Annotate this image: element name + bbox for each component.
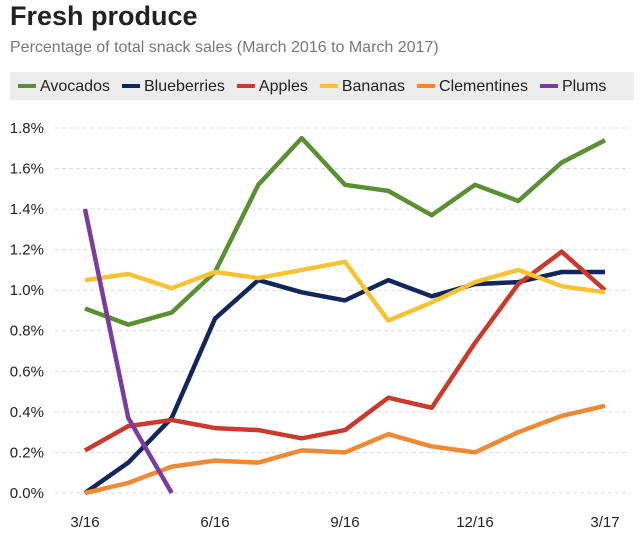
y-tick-label: 1.6% [10, 161, 44, 178]
y-tick-label: 0.2% [10, 444, 44, 461]
x-tick-label: 3/17 [590, 514, 619, 531]
y-tick-label: 0.6% [10, 363, 44, 380]
x-tick-label: 9/16 [330, 514, 359, 531]
legend-label: Clementines [439, 78, 528, 95]
y-tick-label: 1.8% [10, 120, 44, 137]
legend-label: Plums [562, 78, 606, 95]
chart-title: Fresh produce [10, 1, 198, 31]
y-tick-label: 0.8% [10, 323, 44, 340]
legend-label: Blueberries [144, 78, 225, 95]
series-line [83, 269, 605, 495]
series-line [84, 135, 607, 327]
x-tick-label: 6/16 [200, 514, 229, 531]
series-line [83, 249, 607, 453]
legend-label: Avocados [40, 78, 110, 95]
x-tick-label: 3/16 [70, 514, 99, 531]
y-tick-label: 1.4% [10, 201, 44, 218]
y-tick-label: 1.0% [10, 282, 44, 299]
legend-label: Bananas [342, 78, 405, 95]
series-line [82, 208, 174, 495]
legend-label: Apples [259, 78, 308, 95]
y-tick-label: 1.2% [10, 242, 44, 259]
series-line [84, 259, 606, 323]
x-tick-label: 12/16 [456, 514, 494, 531]
y-tick-label: 0.4% [10, 404, 44, 421]
series-line [84, 403, 606, 496]
y-tick-label: 0.0% [10, 485, 44, 502]
chart-subtitle: Percentage of total snack sales (March 2… [10, 39, 439, 56]
